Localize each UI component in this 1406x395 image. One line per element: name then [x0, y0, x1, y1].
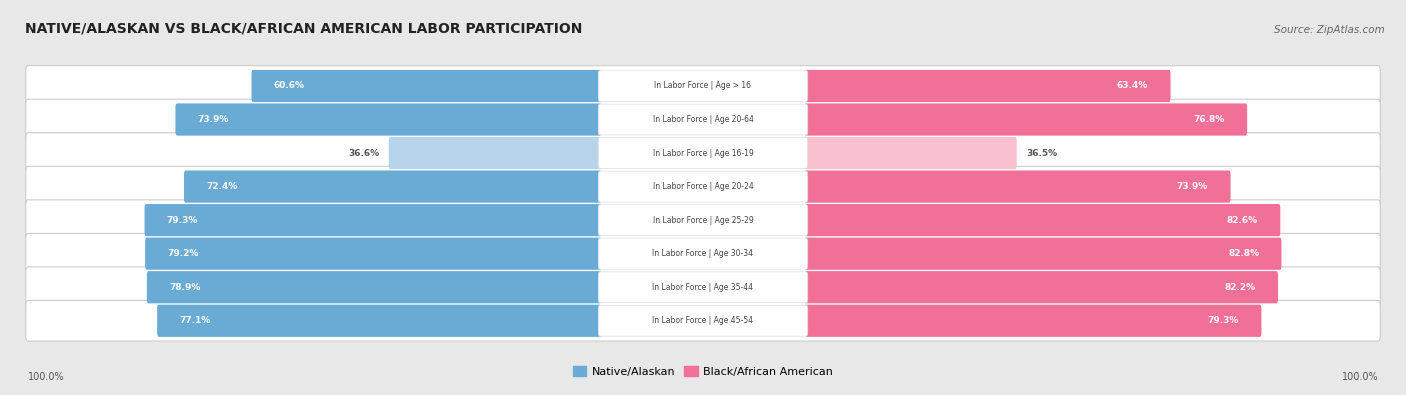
Text: Source: ZipAtlas.com: Source: ZipAtlas.com: [1274, 25, 1385, 36]
FancyBboxPatch shape: [157, 305, 602, 337]
Text: 79.2%: 79.2%: [167, 249, 198, 258]
Text: 82.8%: 82.8%: [1227, 249, 1260, 258]
FancyBboxPatch shape: [145, 237, 602, 270]
Text: In Labor Force | Age 30-34: In Labor Force | Age 30-34: [652, 249, 754, 258]
Text: 79.3%: 79.3%: [1208, 316, 1239, 325]
Text: 77.1%: 77.1%: [180, 316, 211, 325]
FancyBboxPatch shape: [176, 103, 602, 135]
FancyBboxPatch shape: [804, 237, 1281, 270]
Text: 78.9%: 78.9%: [169, 283, 201, 292]
FancyBboxPatch shape: [804, 305, 1261, 337]
FancyBboxPatch shape: [146, 271, 602, 303]
Text: 36.5%: 36.5%: [1026, 149, 1057, 158]
Text: 36.6%: 36.6%: [349, 149, 380, 158]
FancyBboxPatch shape: [25, 66, 1381, 106]
FancyBboxPatch shape: [25, 166, 1381, 207]
Text: In Labor Force | Age 20-64: In Labor Force | Age 20-64: [652, 115, 754, 124]
Text: 79.3%: 79.3%: [167, 216, 198, 225]
FancyBboxPatch shape: [145, 204, 602, 236]
Text: 73.9%: 73.9%: [198, 115, 229, 124]
Text: 82.6%: 82.6%: [1227, 216, 1258, 225]
Text: NATIVE/ALASKAN VS BLACK/AFRICAN AMERICAN LABOR PARTICIPATION: NATIVE/ALASKAN VS BLACK/AFRICAN AMERICAN…: [25, 21, 582, 36]
Text: 100.0%: 100.0%: [1341, 372, 1378, 382]
FancyBboxPatch shape: [804, 204, 1281, 236]
FancyBboxPatch shape: [25, 99, 1381, 140]
FancyBboxPatch shape: [599, 238, 807, 269]
FancyBboxPatch shape: [804, 137, 1017, 169]
Text: In Labor Force | Age 35-44: In Labor Force | Age 35-44: [652, 283, 754, 292]
Text: 73.9%: 73.9%: [1177, 182, 1208, 191]
FancyBboxPatch shape: [25, 233, 1381, 274]
FancyBboxPatch shape: [804, 171, 1230, 203]
FancyBboxPatch shape: [25, 301, 1381, 341]
FancyBboxPatch shape: [184, 171, 602, 203]
FancyBboxPatch shape: [25, 200, 1381, 241]
Text: In Labor Force | Age 16-19: In Labor Force | Age 16-19: [652, 149, 754, 158]
FancyBboxPatch shape: [252, 70, 602, 102]
FancyBboxPatch shape: [25, 133, 1381, 173]
Text: 60.6%: 60.6%: [274, 81, 305, 90]
FancyBboxPatch shape: [804, 103, 1247, 135]
Text: In Labor Force | Age 20-24: In Labor Force | Age 20-24: [652, 182, 754, 191]
FancyBboxPatch shape: [599, 71, 807, 102]
Text: 82.2%: 82.2%: [1225, 283, 1256, 292]
Text: 63.4%: 63.4%: [1116, 81, 1149, 90]
Text: In Labor Force | Age 25-29: In Labor Force | Age 25-29: [652, 216, 754, 225]
Text: In Labor Force | Age 45-54: In Labor Force | Age 45-54: [652, 316, 754, 325]
FancyBboxPatch shape: [388, 137, 602, 169]
Text: In Labor Force | Age > 16: In Labor Force | Age > 16: [655, 81, 751, 90]
Text: 72.4%: 72.4%: [207, 182, 238, 191]
FancyBboxPatch shape: [599, 171, 807, 202]
Text: 76.8%: 76.8%: [1194, 115, 1225, 124]
FancyBboxPatch shape: [599, 104, 807, 135]
FancyBboxPatch shape: [599, 272, 807, 303]
FancyBboxPatch shape: [599, 305, 807, 336]
FancyBboxPatch shape: [25, 267, 1381, 308]
FancyBboxPatch shape: [804, 70, 1171, 102]
FancyBboxPatch shape: [804, 271, 1278, 303]
FancyBboxPatch shape: [599, 137, 807, 169]
Legend: Native/Alaskan, Black/African American: Native/Alaskan, Black/African American: [568, 361, 838, 381]
FancyBboxPatch shape: [599, 205, 807, 235]
Text: 100.0%: 100.0%: [28, 372, 65, 382]
